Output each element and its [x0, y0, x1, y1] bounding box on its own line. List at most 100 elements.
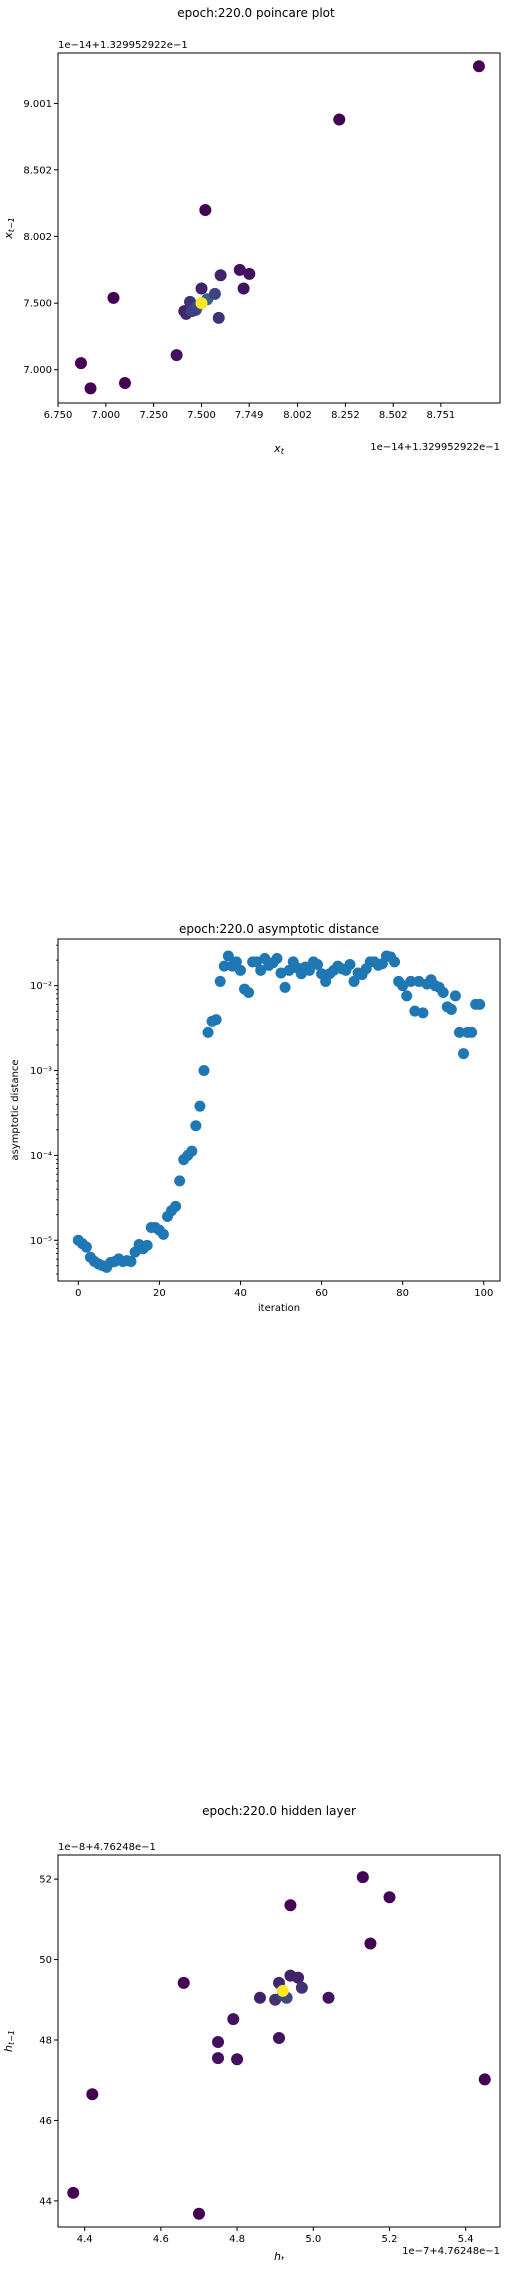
x-tick-label: 7.749 [235, 410, 264, 421]
scatter-point [237, 282, 250, 295]
scatter-point [449, 990, 461, 1002]
y-tick-label: 10⁻⁴ [30, 1151, 52, 1162]
x-tick-label: 5.4 [458, 2234, 474, 2245]
scatter-point [195, 282, 208, 295]
scatter-point [234, 964, 246, 976]
scatter-point [174, 1175, 186, 1187]
scatter-point [194, 1100, 206, 1112]
x-axis-label: ht [274, 2250, 285, 2260]
x-tick-label: 5.0 [305, 2234, 321, 2245]
scatter-point [445, 1003, 457, 1015]
scatter-point [212, 2036, 225, 2049]
plot-area [57, 938, 501, 1282]
y-tick-label: 7.000 [23, 365, 52, 376]
scatter-point [233, 263, 246, 276]
scatter-point [199, 204, 212, 217]
scatter-point [230, 956, 242, 968]
x-tick-label: 60 [315, 1288, 328, 1299]
x-tick-label: 4.8 [229, 2234, 245, 2245]
scatter-point [214, 269, 227, 282]
scatter-point [243, 267, 256, 280]
scatter-point [273, 2031, 285, 2044]
plot-area [57, 52, 501, 404]
scatter-point [405, 975, 417, 987]
x-tick-label: 7.500 [187, 410, 216, 421]
y-tick-label: 10⁻⁵ [30, 1236, 52, 1247]
scatter-point [107, 291, 120, 304]
x-tick-label: 8.502 [379, 410, 408, 421]
scatter-point [255, 964, 267, 976]
scatter-point [141, 1239, 153, 1251]
scatter-point [466, 1026, 478, 1038]
y-tick-label: 50 [39, 1955, 52, 1966]
x-axis-label: xt [273, 442, 285, 456]
y-tick-label: 8.002 [23, 232, 52, 243]
scatter-point [214, 975, 226, 987]
scatter-point [292, 1971, 305, 1984]
scatter-point [472, 60, 485, 73]
scatter-point [210, 1014, 222, 1026]
scatter-point [118, 377, 131, 390]
asymptotic-distance-chart: epoch:220.0 asymptotic distance 0 20 40 60 8… [10, 922, 501, 1314]
scatter-point [74, 357, 87, 370]
x-tick-label: 8.002 [283, 410, 312, 421]
chart-title: epoch:220.0 asymptotic distance [179, 922, 379, 936]
x-tick-label: 20 [153, 1288, 166, 1299]
scatter-point [271, 953, 283, 965]
scatter-point [198, 1065, 210, 1077]
scatter-point [417, 1007, 429, 1019]
scatter-point [397, 980, 409, 992]
scatter-point [192, 2207, 205, 2220]
scatter-point [170, 349, 183, 362]
hidden-layer-chart: epoch:220.0 hidden layer 1e−8+4.76248e−1… [2, 1804, 501, 2260]
scatter-point [344, 958, 356, 970]
x-tick-label: 0 [75, 1288, 81, 1299]
y-tick-label: 8.502 [23, 165, 52, 176]
chart-title: epoch:220.0 poincare plot [177, 6, 335, 20]
scatter-point [303, 964, 315, 976]
scatter-point [312, 958, 324, 970]
x-tick-label: 8.252 [331, 410, 360, 421]
scatter-point [222, 950, 234, 962]
scatter-point [227, 2013, 240, 2026]
poincare-plot-chart: epoch:220.0 poincare plot 1e−14+1.329952… [2, 6, 501, 456]
scatter-point [453, 1026, 465, 1038]
x-tick-label: 80 [396, 1288, 409, 1299]
scatter-point [177, 1976, 190, 1989]
y-tick-label: 44 [39, 2196, 52, 2207]
x-axis-label: iteration [258, 1303, 300, 1314]
scatter-point [202, 1026, 214, 1038]
scatter-point [333, 113, 346, 126]
x-tick-label: 40 [234, 1288, 247, 1299]
scatter-point [401, 990, 413, 1002]
scatter-point [212, 311, 225, 324]
scatter-point [458, 1048, 470, 1060]
scatter-point [86, 2088, 99, 2101]
scatter-point [437, 986, 449, 998]
scatter-point [212, 2052, 225, 2065]
plot-area [57, 1854, 501, 2228]
x-tick-label: 6.750 [44, 410, 73, 421]
scatter-point [170, 1200, 182, 1212]
x-tick-label: 7.000 [92, 410, 121, 421]
scatter-point [84, 382, 97, 395]
y-tick-label: 46 [39, 2116, 52, 2127]
scatter-point [295, 1981, 308, 1994]
scatter-point [478, 2073, 491, 2086]
y-offset-label: 1e−8+4.76248e−1 [58, 1842, 156, 1853]
scatter-point [474, 998, 486, 1010]
scatter-point [356, 1871, 369, 1884]
scatter-point [157, 1228, 169, 1240]
scatter-point [218, 960, 230, 972]
y-axis-label: asymptotic distance [10, 1059, 21, 1160]
x-tick-label: 5.2 [382, 2234, 398, 2245]
scatter-point [348, 975, 360, 987]
y-tick-label: 48 [39, 2035, 52, 2046]
y-offset-label: 1e−14+1.329952922e−1 [58, 40, 188, 51]
y-tick-label: 52 [39, 1875, 52, 1886]
scatter-point [253, 1991, 266, 2004]
y-axis-label: ht−1 [2, 2030, 16, 2052]
scatter-point [383, 1891, 396, 1904]
x-tick-label: 4.4 [77, 2234, 93, 2245]
y-tick-label: 7.500 [23, 299, 52, 310]
